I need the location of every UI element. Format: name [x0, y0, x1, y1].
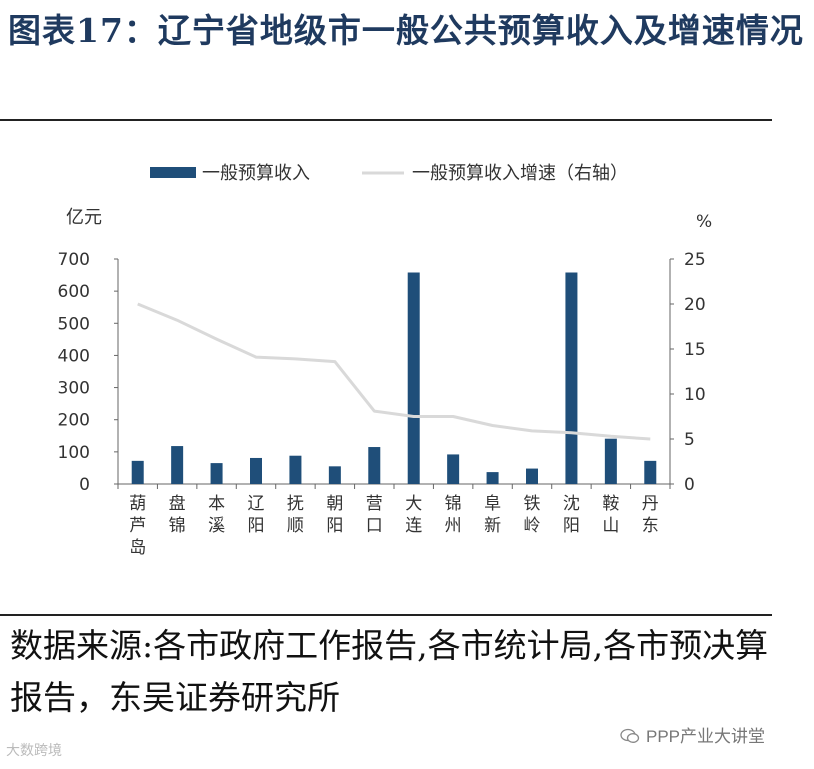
bar [604, 438, 617, 484]
bar [328, 466, 341, 484]
right-tick-label: 20 [684, 295, 706, 315]
x-tick-label: 阜新 [484, 494, 501, 536]
left-tick-label: 200 [58, 411, 90, 431]
x-tick-label: 朝阳 [326, 494, 343, 536]
right-tick-label: 25 [684, 250, 706, 270]
right-axis-label: % [696, 212, 712, 232]
bar [526, 468, 538, 484]
bar [250, 457, 262, 484]
bar [289, 455, 302, 484]
right-tick-label: 10 [684, 385, 706, 405]
x-tick-label: 锦州 [445, 494, 462, 536]
watermark-right-text: PPP产业大讲堂 [646, 727, 766, 746]
x-tick-label: 铁岭 [524, 494, 541, 536]
watermark-right: PPP产业大讲堂 [620, 722, 765, 747]
left-tick-label: 500 [58, 314, 90, 334]
bottom-divider [0, 614, 772, 616]
bar [486, 472, 499, 484]
source-note: 数据来源:各市政府工作报告,各市统计局,各市预决算报告，东吴证券研究所 [10, 626, 769, 717]
x-tick-label: 盘锦 [169, 494, 186, 536]
x-tick-label: 葫芦岛 [129, 494, 146, 558]
top-divider [0, 119, 772, 121]
left-tick-label: 100 [58, 443, 90, 463]
bar [131, 460, 144, 484]
legend-line-label: 一般预算收入增速（右轴） [412, 163, 628, 184]
bar [368, 447, 381, 484]
left-tick-label: 400 [58, 346, 90, 366]
chart-title: 图表17：辽宁省地级市一般公共预算收入及增速情况 [8, 11, 804, 50]
bar [447, 454, 460, 484]
right-tick-label: 15 [684, 340, 706, 360]
x-tick-label: 鞍山 [602, 494, 619, 536]
x-tick-label: 抚顺 [287, 494, 304, 536]
bar [644, 460, 657, 484]
x-tick-label: 丹东 [642, 494, 659, 536]
left-axis-label: 亿元 [66, 207, 102, 228]
growth-line [137, 302, 651, 441]
x-tick-label: 沈阳 [563, 494, 580, 536]
bar [210, 463, 223, 484]
legend-bar-swatch [150, 167, 196, 178]
bar [407, 272, 420, 484]
right-tick-label: 5 [684, 430, 695, 450]
x-tick-label: 大连 [405, 494, 422, 536]
wechat-icon [620, 728, 640, 743]
left-tick-label: 300 [58, 379, 90, 399]
watermark-left: 大数跨境 [6, 742, 62, 758]
x-tick-label: 辽阳 [248, 494, 265, 536]
combo-chart: 0 100 200 300 400 500 600 700 0 5 10 15 20 25 亿元 % 葫芦岛 盘锦… [58, 163, 713, 558]
x-tick-label: 本溪 [208, 494, 225, 536]
left-tick-label: 600 [58, 282, 90, 302]
left-tick-label: 700 [58, 250, 90, 270]
x-tick-label: 营口 [366, 494, 383, 536]
bar [565, 272, 578, 484]
legend-bar-label: 一般预算收入 [202, 163, 310, 184]
right-tick-label: 0 [684, 475, 695, 495]
bar [171, 446, 184, 484]
left-tick-label: 0 [79, 475, 90, 495]
